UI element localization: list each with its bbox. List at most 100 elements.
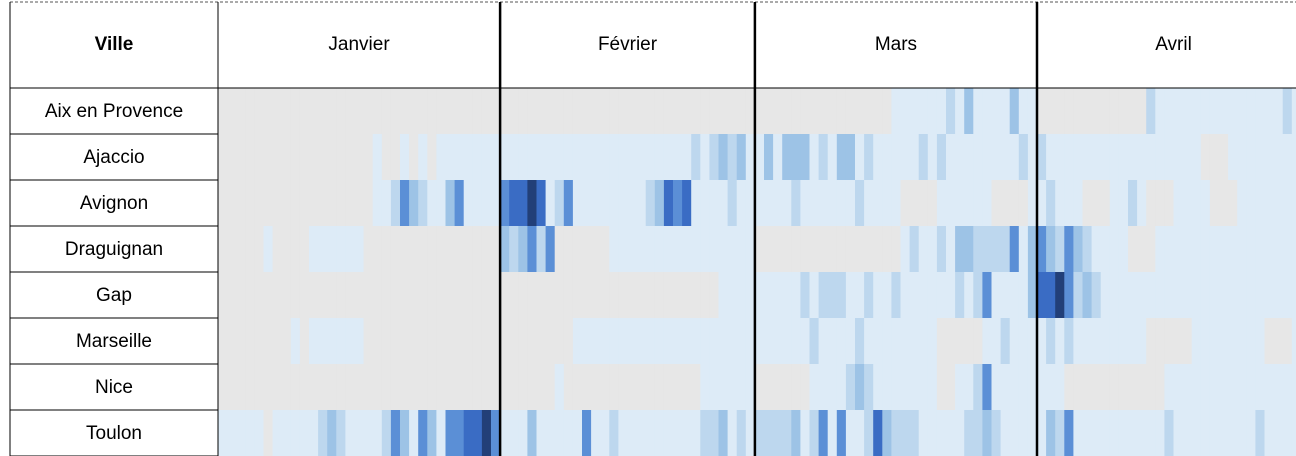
- heat-cell: [227, 226, 237, 273]
- heat-cell: [1173, 180, 1183, 227]
- heat-cell: [709, 226, 719, 273]
- heat-cell: [336, 272, 346, 319]
- heat-cell: [936, 180, 947, 227]
- heat-cell: [873, 180, 883, 227]
- heat-cell: [263, 410, 273, 456]
- heat-cell: [1091, 410, 1102, 456]
- heat-cell: [1109, 410, 1120, 456]
- heat-cell: [873, 226, 883, 273]
- heat-cell: [791, 226, 801, 273]
- heat-cell: [1291, 226, 1296, 273]
- heat-cell: [582, 180, 592, 227]
- heat-cell: [518, 318, 528, 365]
- heat-cell: [299, 272, 310, 319]
- heat-cell: [709, 272, 719, 319]
- heat-cell: [891, 410, 901, 456]
- heat-cell: [627, 272, 637, 319]
- heat-cell: [309, 272, 319, 319]
- heat-cell: [636, 88, 647, 135]
- month-header: Janvier: [328, 34, 390, 55]
- heat-cell: [554, 272, 565, 319]
- heat-cell: [754, 272, 765, 319]
- heat-cell: [827, 364, 838, 411]
- heat-cell: [773, 226, 783, 273]
- heat-cell: [791, 88, 801, 135]
- heat-cell: [1064, 272, 1074, 319]
- heat-cell: [1264, 364, 1274, 411]
- heat-cell: [554, 180, 565, 227]
- heat-cell: [736, 364, 747, 411]
- heat-cell: [281, 180, 292, 227]
- heat-cell: [782, 180, 792, 227]
- heat-cell: [309, 364, 319, 411]
- heat-cell: [1064, 318, 1074, 365]
- heat-cell: [1091, 272, 1102, 319]
- heat-cell: [891, 226, 901, 273]
- heat-cell: [673, 318, 683, 365]
- heat-cell: [218, 318, 228, 365]
- heat-cell: [1155, 88, 1165, 135]
- heat-cell: [436, 226, 446, 273]
- heat-cell: [1118, 272, 1129, 319]
- heat-cell: [964, 272, 974, 319]
- heat-cell: [281, 410, 292, 456]
- heat-cell: [1228, 318, 1238, 365]
- heat-cell: [782, 88, 792, 135]
- heat-cell: [281, 272, 292, 319]
- heat-cell: [1128, 272, 1138, 319]
- heat-cell: [1055, 272, 1065, 319]
- heat-cell: [736, 88, 747, 135]
- header-label: Ville: [95, 34, 134, 55]
- heat-cell: [773, 410, 783, 456]
- heat-cell: [1209, 180, 1220, 227]
- heat-cell: [718, 272, 728, 319]
- heat-cell: [936, 318, 947, 365]
- heat-cell: [991, 272, 1001, 319]
- heat-cell: [500, 364, 510, 411]
- heat-cell: [1282, 272, 1293, 319]
- heat-cell: [363, 410, 374, 456]
- heat-cell: [855, 272, 865, 319]
- city-label: Marseille: [76, 331, 152, 352]
- heat-cell: [472, 364, 483, 411]
- heat-cell: [1219, 88, 1229, 135]
- heat-cell: [973, 318, 983, 365]
- heat-cell: [563, 180, 574, 227]
- heat-cell: [1155, 318, 1165, 365]
- heat-cell: [290, 364, 301, 411]
- heat-cell: [855, 180, 865, 227]
- heat-cell: [418, 318, 428, 365]
- heat-cell: [827, 88, 838, 135]
- heat-cell: [1200, 364, 1211, 411]
- heat-cell: [773, 88, 783, 135]
- heat-cell: [1055, 134, 1065, 181]
- heat-cell: [272, 180, 283, 227]
- heat-cell: [400, 410, 410, 456]
- heat-cell: [946, 134, 956, 181]
- heat-cell: [991, 318, 1001, 365]
- heat-cell: [1191, 318, 1202, 365]
- heat-cell: [1182, 364, 1193, 411]
- heat-cell: [754, 226, 765, 273]
- heat-cell: [1046, 272, 1056, 319]
- heat-cell: [354, 88, 364, 135]
- heat-cell: [1228, 88, 1238, 135]
- heat-cell: [1073, 180, 1083, 227]
- heat-cell: [372, 226, 383, 273]
- heat-cell: [909, 226, 920, 273]
- heat-cell: [709, 180, 719, 227]
- heat-cell: [836, 364, 847, 411]
- heat-cell: [236, 180, 246, 227]
- heat-cell: [1082, 226, 1092, 273]
- heat-cell: [827, 272, 838, 319]
- heat-cell: [982, 318, 992, 365]
- heat-cell: [281, 134, 292, 181]
- heat-cell: [936, 226, 947, 273]
- heat-cell: [281, 88, 292, 135]
- heat-cell: [1064, 134, 1074, 181]
- heat-cell: [1037, 272, 1047, 319]
- heat-cell: [991, 88, 1001, 135]
- heat-cell: [1264, 410, 1274, 456]
- heat-cell: [827, 318, 838, 365]
- heat-cell: [582, 318, 592, 365]
